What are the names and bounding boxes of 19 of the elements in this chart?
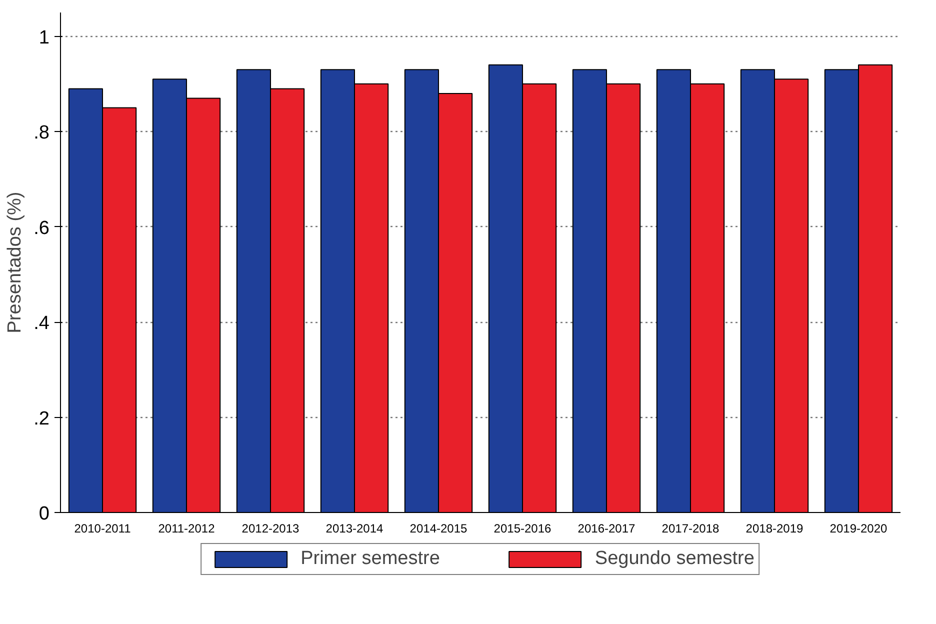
x-tick-label: 2010-2011 xyxy=(74,522,132,536)
y-tick-label: 0 xyxy=(38,504,50,524)
y-tick-label: 1 xyxy=(38,27,50,48)
x-tick-label: 2016-2017 xyxy=(578,522,636,536)
x-tick-label: 2017-2018 xyxy=(662,522,720,536)
legend-label: Segundo semestre xyxy=(594,548,754,570)
y-tick-label: .2 xyxy=(34,408,50,430)
x-tick-label: 2018-2019 xyxy=(746,522,804,536)
x-tick-label: 2012-2013 xyxy=(242,522,300,536)
x-tick-label: 2013-2014 xyxy=(326,522,384,536)
legend-label: Primer semestre xyxy=(300,548,440,570)
x-tick-label: 2019-2020 xyxy=(830,522,888,536)
y-tick-label: .4 xyxy=(34,313,50,334)
x-tick-label: 2014-2015 xyxy=(410,522,468,536)
y-tick-label: .6 xyxy=(34,218,50,239)
y-tick-label: .8 xyxy=(34,122,50,144)
x-tick-label: 2011-2012 xyxy=(158,522,216,536)
x-tick-label: 2015-2016 xyxy=(494,522,552,536)
y-axis-title: Presentados (%) xyxy=(4,192,26,334)
